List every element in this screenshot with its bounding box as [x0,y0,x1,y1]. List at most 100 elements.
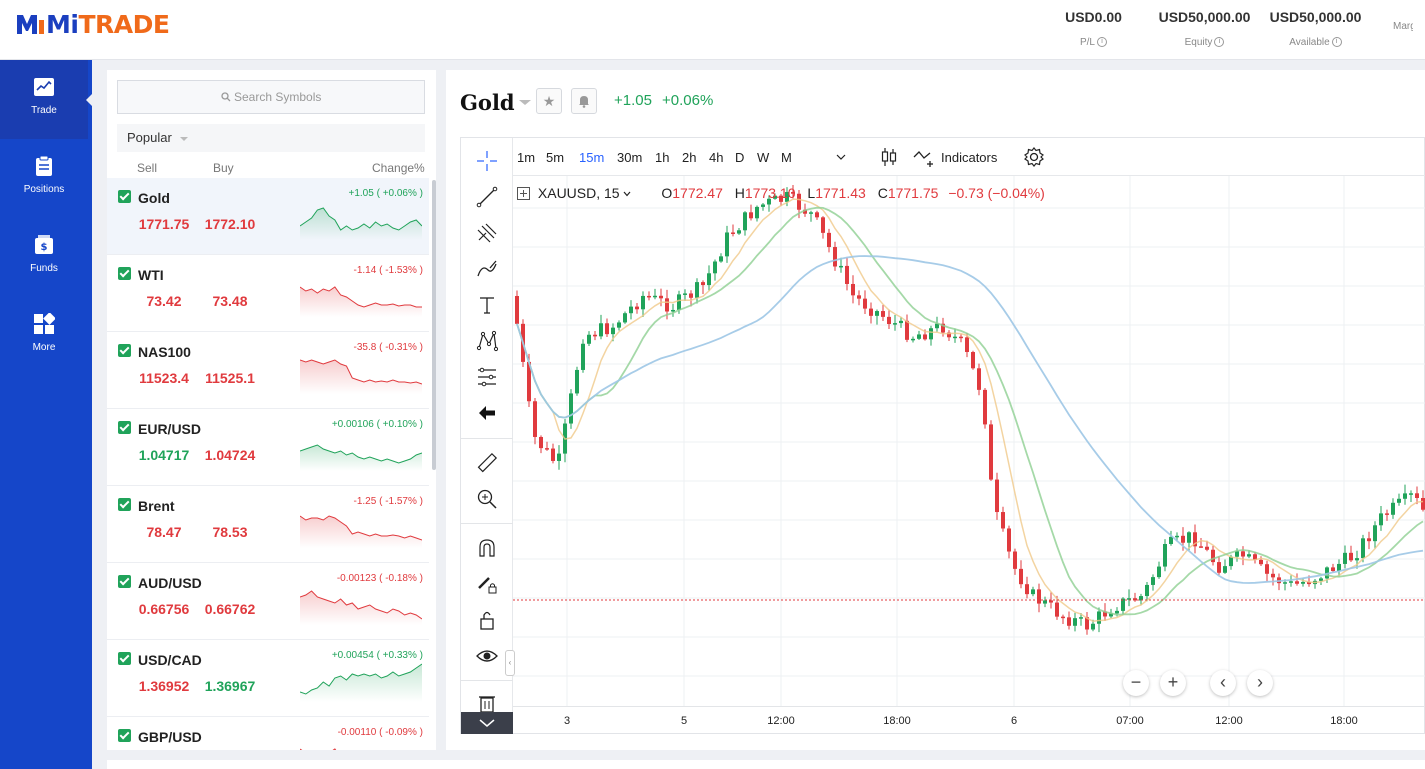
alert-button[interactable] [571,88,597,114]
unlock-icon [480,611,494,630]
sell-price[interactable]: 11523.4 [139,370,189,386]
price-chart[interactable] [513,176,1425,706]
timeframe-1h[interactable]: 1h [655,150,670,165]
back-tool[interactable] [474,400,500,426]
equity-label: Equity [1184,37,1213,48]
magnet-tool[interactable] [474,535,500,561]
pl-value: USD0.00 [1065,9,1122,25]
watchlist-row[interactable]: Brent 78.47 78.53 -1.25 ( -1.57% ) [107,486,429,563]
trendline-tool[interactable] [474,184,500,210]
magnet-icon [479,539,495,557]
crosshair-tool[interactable] [474,148,500,174]
sparkline [300,444,422,471]
timeframe-1m[interactable]: 1m [517,150,536,165]
chevron-down-icon [479,719,495,727]
timeframe-2h[interactable]: 2h [682,150,697,165]
zoom-tool[interactable] [474,486,500,512]
buy-price[interactable]: 0.66762 [204,601,256,617]
sell-price[interactable]: 0.66756 [138,601,190,617]
timeframe-5m[interactable]: 5m [546,150,565,165]
nav-funds[interactable]: $ Funds [0,218,88,297]
scroll-right-button[interactable]: › [1247,670,1273,696]
filter-dropdown[interactable]: Popular [117,124,425,152]
timeframe-D[interactable]: D [735,150,745,165]
toolbar-expand-button[interactable] [461,712,513,734]
row-checkbox[interactable] [118,498,131,511]
row-checkbox[interactable] [118,652,131,665]
buy-price[interactable]: 11525.1 [205,370,255,386]
filter-label: Popular [127,130,172,145]
visibility-tool[interactable] [474,643,500,669]
pattern-tool[interactable] [474,328,500,354]
timeframe-M[interactable]: M [781,150,792,165]
watchlist-scrollbar[interactable] [432,180,436,470]
lock-tool[interactable] [474,607,500,633]
info-icon[interactable]: i [1214,37,1225,48]
info-icon[interactable]: i [1331,37,1342,48]
buy-price[interactable]: 1.04724 [204,447,256,463]
sell-price[interactable]: 73.42 [146,293,182,309]
timeframe-15m[interactable]: 15m [579,150,605,165]
nav-trade[interactable]: Trade [0,60,92,139]
row-checkbox[interactable] [118,575,131,588]
scroll-left-button[interactable]: ‹ [1210,670,1236,696]
change-percent: -1.14 ( -1.53% ) [353,265,423,276]
col-change-header: Change% [372,161,425,175]
buy-price[interactable]: 1772.10 [204,216,256,232]
brush-icon [477,260,497,277]
watchlist-row[interactable]: USD/CAD 1.36952 1.36967 +0.00454 ( +0.33% ) [107,640,429,717]
zoom-in-button[interactable]: + [1160,670,1186,696]
wallet-icon: $ [35,235,53,254]
text-tool[interactable] [474,292,500,318]
x-tick-label: 6 [1010,715,1018,727]
timeframe-4h[interactable]: 4h [709,150,724,165]
x-tick-label: 12:00 [767,715,795,727]
row-checkbox[interactable] [118,344,131,357]
lock-draw-tool[interactable] [474,571,500,597]
chevron-timeframe[interactable] [828,144,854,170]
watchlist-row[interactable]: NAS100 11523.4 11525.1 -35.8 ( -0.31% ) [107,332,429,409]
top-header: Mi TRADE USD0.00 P/L i USD50,000.00 Equity i … [0,0,1425,60]
fib-tool[interactable] [474,364,500,390]
buy-price[interactable]: 78.53 [212,524,248,540]
sell-price[interactable]: 1771.75 [138,216,190,232]
row-checkbox[interactable] [118,267,131,280]
legend-symbol[interactable]: XAUUSD, 15 [537,185,620,201]
indicators-button[interactable]: Indicators [913,147,997,167]
buy-price[interactable]: 73.48 [212,293,248,309]
sell-price[interactable]: 78.47 [146,524,182,540]
sell-price[interactable]: 1.04717 [138,447,190,463]
nav-more[interactable]: More [0,297,88,376]
candle-style-button[interactable] [880,147,898,172]
sparkline [300,515,422,548]
chart-container: 1m 5m 15m 30m 1h 2h 4h D W M Indicators XAUUSD, 1… [460,137,1425,734]
plus-square-icon[interactable] [517,187,530,200]
watchlist-row[interactable]: Gold 1771.75 1772.10 +1.05 ( +0.06% ) [107,178,429,255]
mitrade-logo[interactable]: Mi TRADE [16,10,170,39]
sell-price[interactable]: 1.36952 [138,678,190,694]
chart-settings-button[interactable] [1023,146,1045,173]
sparkline [300,207,422,240]
watchlist-row[interactable]: AUD/USD 0.66756 0.66762 -0.00123 ( -0.18% ) [107,563,429,640]
info-icon[interactable]: i [1097,37,1107,48]
buy-price[interactable]: 1.36967 [204,678,256,694]
favorite-button[interactable]: ★ [536,88,562,114]
watchlist-row[interactable]: GBP/USD -0.00110 ( -0.09% ) [107,717,429,750]
nav-positions[interactable]: Positions [0,139,88,218]
search-input[interactable]: Search Symbols [117,80,425,114]
row-checkbox[interactable] [118,421,131,434]
watchlist-row[interactable]: EUR/USD 1.04717 1.04724 +0.00106 ( +0.10% ) [107,409,429,486]
timeframe-W[interactable]: W [757,150,770,165]
brush-tool[interactable] [474,256,500,282]
ruler-tool[interactable] [474,450,500,476]
chevron-down-icon[interactable] [519,100,531,105]
watchlist-row[interactable]: WTI 73.42 73.48 -1.14 ( -1.53% ) [107,255,429,332]
row-checkbox[interactable] [118,190,131,203]
row-checkbox[interactable] [118,729,131,742]
trash-icon [479,696,495,713]
collapse-handle[interactable]: ‹ [505,650,515,676]
zoom-out-button[interactable]: − [1123,670,1149,696]
timeframe-30m[interactable]: 30m [617,150,643,165]
pitchfork-tool[interactable] [474,220,500,246]
chart-panel: Gold ★ +1.05 +0.06% 1 [446,70,1425,750]
